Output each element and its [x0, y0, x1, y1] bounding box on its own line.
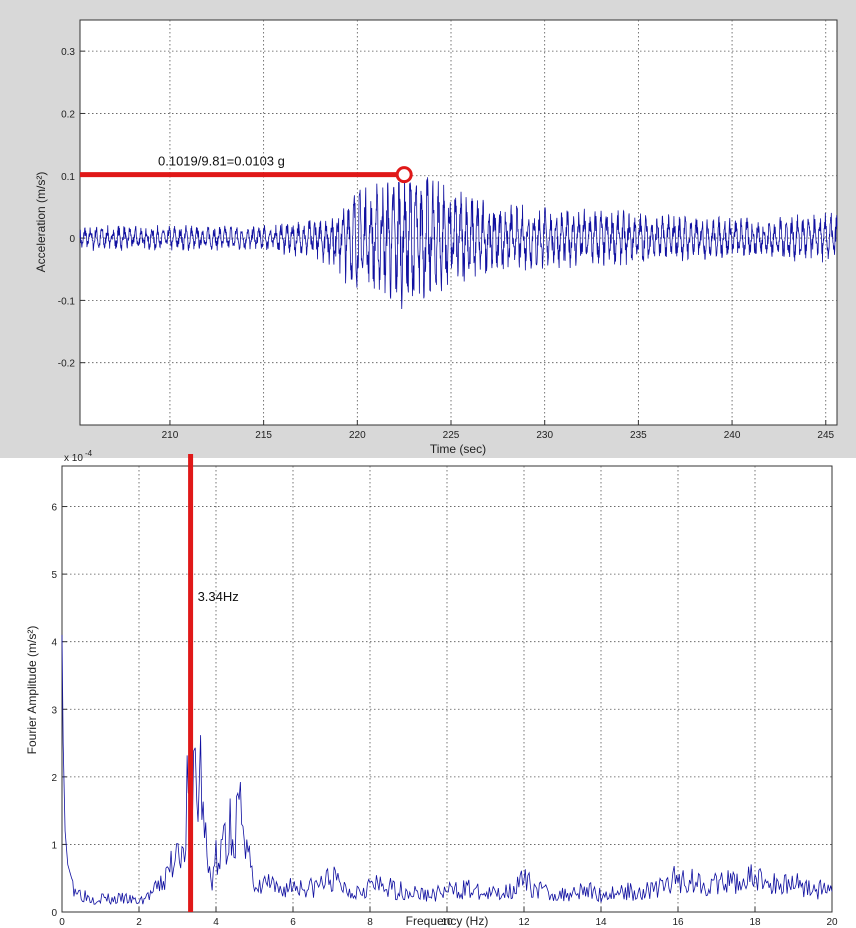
y-tick-label: 4: [51, 638, 57, 649]
x-tick-label: 12: [518, 917, 530, 928]
y-tick-label: 0: [51, 908, 57, 919]
x-tick-label: 235: [630, 430, 647, 441]
y-tick-label: -0.2: [58, 359, 76, 370]
x-tick-label: 210: [162, 430, 179, 441]
y-tick-label: 0.1: [61, 172, 75, 183]
x-tick-label: 230: [536, 430, 553, 441]
acceleration-trace: [79, 172, 838, 310]
x-tick-label: 4: [213, 917, 219, 928]
y-tick-label: 0.3: [61, 47, 75, 58]
fourier-plot-area: [61, 465, 833, 913]
x-tick-label: 18: [749, 917, 761, 928]
x-tick-label: 225: [443, 430, 460, 441]
acceleration-time-plot: 210 215 220 225 230 235 240 245 -0.2 -0.1 0 0.1 0.2 0…: [34, 19, 838, 456]
x-tick-label: 245: [817, 430, 834, 441]
acceleration-ticks: 210 215 220 225 230 235 240 245 -0.2 -0.1 0 0.1 0.2 0…: [58, 47, 835, 441]
y-tick-label: 5: [51, 570, 57, 581]
acceleration-ylabel: Acceleration (m/s²): [34, 172, 48, 273]
x-tick-label: 10: [441, 917, 453, 928]
fourier-ylabel: Fourier Amplitude (m/s²): [25, 626, 39, 755]
x-tick-label: 8: [367, 917, 373, 928]
y-tick-label: 0: [69, 234, 75, 245]
acceleration-annotation: 0.1019/9.81=0.0103 g: [80, 154, 413, 184]
x-tick-label: 16: [672, 917, 684, 928]
acceleration-grid: [80, 20, 837, 425]
x-tick-label: 20: [826, 917, 838, 928]
fourier-y-scale-exponent: -4: [85, 449, 93, 458]
x-tick-label: 240: [724, 430, 741, 441]
amplitude-marker-circle: [395, 166, 413, 184]
acceleration-plot-area: [79, 19, 838, 426]
x-tick-label: 220: [349, 430, 366, 441]
x-tick-label: 14: [595, 917, 607, 928]
y-tick-label: -0.1: [58, 296, 76, 307]
x-tick-label: 215: [255, 430, 272, 441]
fourier-y-scale-label: x 10: [64, 453, 83, 464]
y-tick-label: 0.2: [61, 109, 75, 120]
amplitude-annotation-text: 0.1019/9.81=0.0103 g: [158, 154, 285, 169]
y-tick-label: 2: [51, 773, 57, 784]
y-tick-label: 1: [51, 840, 57, 851]
x-tick-label: 6: [290, 917, 296, 928]
x-tick-label: 2: [136, 917, 142, 928]
acceleration-series-line: [79, 172, 838, 310]
fourier-xlabel: Frequency (Hz): [406, 914, 489, 928]
acceleration-xlabel: Time (sec): [430, 442, 486, 456]
x-tick-label: 0: [59, 917, 65, 928]
y-tick-label: 3: [51, 705, 57, 716]
peak-frequency-annotation-text: 3.34Hz: [198, 589, 239, 604]
fourier-annotation: 3.34Hz: [188, 454, 239, 912]
y-tick-label: 6: [51, 503, 57, 514]
